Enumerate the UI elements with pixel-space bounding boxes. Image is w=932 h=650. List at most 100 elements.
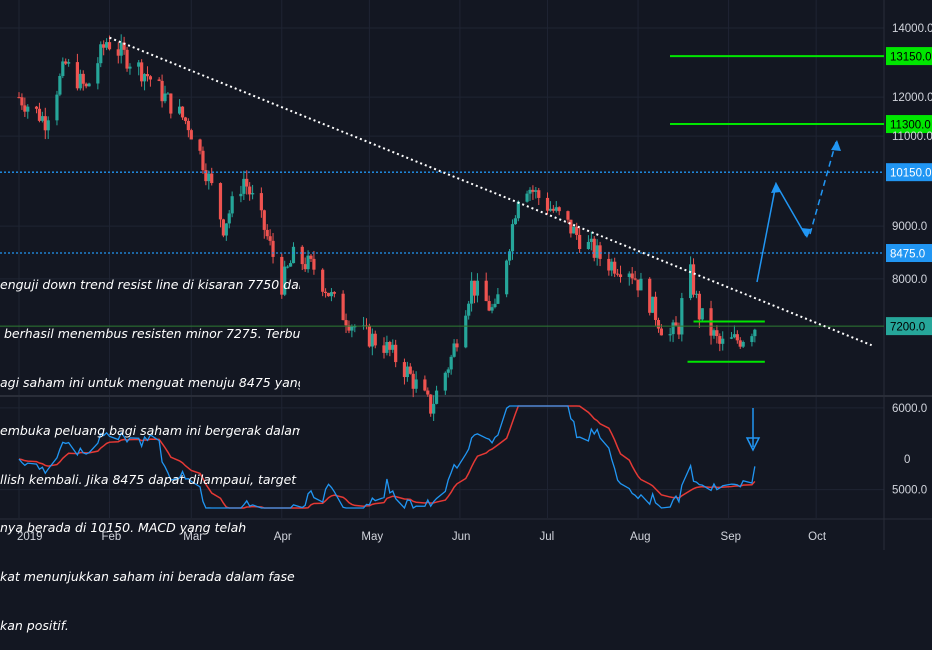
annotation-line: enguji down trend resist line di kisaran…	[0, 277, 300, 293]
candle-body	[616, 273, 620, 275]
candle-body	[245, 178, 249, 187]
candle-body	[592, 238, 596, 258]
time-axis-tick: Jul	[540, 531, 555, 543]
candle-body	[484, 280, 488, 302]
candle-body	[259, 193, 263, 211]
candle-body	[572, 226, 576, 234]
candle-body	[697, 293, 701, 320]
candle-body	[142, 74, 147, 82]
candle-body	[689, 264, 693, 299]
candle-body	[218, 183, 223, 220]
candle-body	[607, 258, 611, 271]
candle-body	[46, 120, 50, 131]
level-price-tag	[886, 244, 932, 263]
macd-signal-line	[18, 405, 756, 509]
trading-chart[interactable]: 13150.0 11300.0 10150.0 8475.0 7200.0 0 14000…	[0, 0, 932, 550]
candle-body	[505, 260, 509, 295]
candle-body	[551, 208, 555, 211]
candle-body	[402, 362, 407, 378]
candle-body	[128, 66, 132, 69]
time-axis-tick: May	[361, 531, 383, 543]
candle-body	[286, 266, 290, 268]
annotation-line: embuka peluang bagi saham ini bergerak d…	[0, 423, 300, 439]
candle-body	[674, 322, 678, 326]
candle-body	[656, 319, 661, 329]
candle-body	[81, 73, 85, 84]
candle-body	[385, 341, 389, 353]
price-axis-tick: 14000.0	[892, 23, 932, 35]
candle-body	[344, 320, 348, 326]
level-lines: 13150.0 11300.0 10150.0 8475.0 7200.0	[0, 47, 932, 336]
candle-body	[178, 106, 182, 114]
annotation-line: agi saham ini untuk menguat menuju 8475 …	[0, 374, 300, 390]
level-price-tag	[886, 163, 932, 182]
candle-body	[718, 336, 722, 344]
candle-body	[741, 341, 745, 347]
candle-body	[137, 62, 141, 67]
candle-body	[280, 256, 284, 295]
candle-body	[148, 76, 152, 80]
candle-body	[651, 296, 655, 313]
price-axis-tick: 11000.0	[892, 131, 932, 143]
candle-body	[423, 379, 427, 391]
macd-line	[18, 405, 756, 510]
annotation-line: kan positif.	[0, 617, 69, 633]
candle-body	[125, 49, 129, 69]
candle-body	[119, 42, 123, 56]
candle-body	[64, 61, 68, 64]
candle-body	[163, 93, 167, 102]
candle-body	[648, 278, 652, 313]
projection-arrowhead	[831, 140, 841, 151]
candle-body	[729, 337, 734, 339]
candle-body	[531, 189, 535, 192]
price-axis-tick: 9000.0	[892, 221, 927, 233]
candle-body	[341, 293, 345, 321]
candle-body	[455, 343, 459, 348]
candle-body	[408, 366, 412, 374]
candle-body	[414, 379, 418, 389]
candle-body	[388, 341, 392, 350]
candle-body	[105, 42, 109, 48]
candle-body	[288, 263, 293, 267]
candle-body	[700, 308, 704, 320]
candle-body	[394, 344, 398, 363]
candle-body	[475, 280, 480, 296]
candle-body	[20, 97, 24, 106]
candle-body	[557, 207, 561, 212]
candle-body	[40, 116, 44, 121]
candle-body	[268, 236, 272, 241]
candle-body	[309, 255, 313, 259]
candle-body	[180, 106, 185, 118]
candle-body	[694, 293, 699, 295]
candle-body	[102, 44, 106, 48]
candle-body	[554, 207, 558, 211]
level-price-tag	[886, 47, 932, 66]
candle-body	[116, 49, 120, 56]
candle-body	[721, 338, 725, 344]
candles	[17, 34, 757, 421]
candle-body	[347, 325, 351, 331]
projection-arrowhead	[771, 182, 781, 193]
candle-body	[636, 279, 640, 291]
candle-body	[198, 139, 202, 151]
projection-path-dashed	[809, 141, 837, 235]
candle-body	[659, 328, 663, 336]
candle-body	[735, 334, 739, 341]
candle-body	[738, 340, 742, 347]
candle-body	[230, 196, 234, 214]
level-price-label: 13150.0	[890, 52, 932, 64]
candle-body	[145, 74, 150, 77]
candle-body	[329, 292, 334, 297]
candle-body	[434, 390, 439, 404]
candle-body	[595, 245, 599, 258]
candle-body	[668, 334, 672, 336]
candle-body	[429, 394, 433, 414]
candle-body	[239, 193, 243, 197]
candle-body	[210, 173, 214, 184]
candle-body	[578, 234, 582, 250]
level-price-label: 11300.0	[890, 120, 931, 132]
macd-pane	[18, 405, 761, 510]
candle-body	[84, 83, 88, 87]
candle-body	[446, 369, 450, 373]
time-axis-tick: Sep	[721, 531, 741, 543]
